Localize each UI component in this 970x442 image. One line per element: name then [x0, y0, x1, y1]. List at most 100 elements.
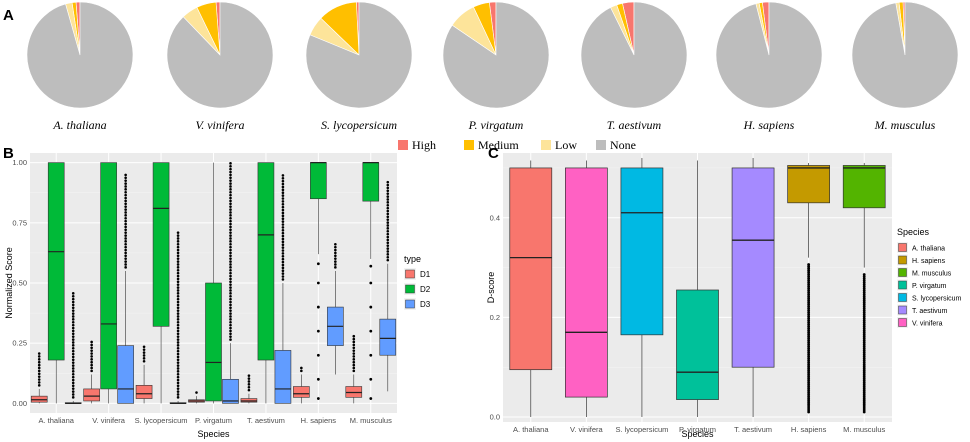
outlier-point-h-sapiens-d2	[316, 397, 320, 400]
outlier-point-m-musculus	[862, 313, 866, 316]
outlier-point-s-lycopersicum-d3	[176, 306, 180, 310]
outlier-point-v-vinifera-d3	[124, 234, 127, 237]
outlier-point-v-vinifera-d3	[124, 185, 127, 188]
outlier-point-m-musculus-d1	[352, 366, 356, 370]
outlier-point-h-sapiens-d3	[334, 245, 337, 249]
outlier-point-h-sapiens-d2	[316, 281, 320, 285]
y-axis-title: Normalized Score	[4, 247, 14, 319]
outlier-point-m-musculus	[862, 350, 866, 354]
outlier-point-a-thaliana-d1	[37, 355, 41, 358]
outlier-point-a-thaliana-d3	[71, 329, 75, 333]
outlier-point-h-sapiens-d3	[334, 260, 337, 263]
legend-key-h-sapiens	[898, 255, 907, 265]
outlier-point-m-musculus	[862, 303, 866, 306]
outlier-point-m-musculus-d3	[386, 247, 390, 250]
outlier-point-m-musculus-d3	[386, 206, 390, 210]
legend-label-s-lycopersicum: S. lycopersicum	[912, 296, 962, 303]
outlier-point-a-thaliana-d3	[71, 315, 75, 318]
outlier-point-t-aestivum-d3	[281, 234, 285, 238]
outlier-point-v-vinifera-d3	[124, 242, 127, 246]
outlier-point-t-aestivum-d3	[281, 220, 285, 223]
outlier-point-a-thaliana-d3	[71, 312, 75, 315]
outlier-point-h-sapiens	[807, 309, 811, 312]
outlier-point-m-musculus-d1	[352, 352, 356, 355]
outlier-point-v-vinifera-d3	[124, 260, 127, 263]
outlier-point-h-sapiens	[807, 394, 811, 398]
outlier-point-s-lycopersicum-d3	[176, 338, 180, 341]
pie-label-a-thaliana: A. thaliana	[52, 118, 106, 132]
outlier-point-s-lycopersicum-d3	[176, 254, 180, 258]
outlier-point-s-lycopersicum-d3	[176, 384, 180, 388]
box-s-lycopersicum	[620, 167, 664, 336]
outlier-point-t-aestivum-d3	[281, 217, 285, 221]
outlier-point-m-musculus-d3	[386, 201, 390, 204]
outlier-point-h-sapiens	[807, 305, 811, 308]
outlier-point-m-musculus	[862, 358, 866, 362]
outlier-point-h-sapiens-d3	[334, 248, 337, 252]
outlier-point-m-musculus	[862, 346, 866, 350]
outlier-point-h-sapiens	[807, 400, 811, 404]
outlier-point-m-musculus-d3	[386, 186, 390, 190]
outlier-point-s-lycopersicum-d3	[176, 370, 180, 373]
outlier-point-m-musculus	[862, 386, 866, 390]
outlier-point-m-musculus-d2	[369, 329, 373, 333]
outlier-point-s-lycopersicum-d3	[176, 289, 180, 292]
legend-key-m-musculus	[898, 268, 907, 277]
outlier-point-t-aestivum-d3	[281, 228, 285, 232]
x-axis-title: Species	[681, 429, 714, 439]
outlier-point-p-virgatum-d3	[229, 289, 232, 292]
outlier-point-v-vinifera-d3	[124, 225, 127, 229]
outlier-point-s-lycopersicum-d3	[176, 390, 180, 393]
outlier-point-h-sapiens	[807, 320, 811, 324]
legend-key-medium	[464, 140, 474, 150]
outlier-point-h-sapiens	[807, 336, 811, 340]
outlier-point-t-aestivum-d3	[281, 246, 285, 249]
outlier-point-a-thaliana-d1	[37, 363, 41, 367]
outlier-point-a-thaliana-d3	[71, 323, 75, 327]
outlier-point-m-musculus	[862, 366, 866, 370]
outlier-point-h-sapiens	[807, 374, 811, 378]
outlier-point-p-virgatum-d3	[229, 286, 232, 289]
outlier-point-v-vinifera-d1	[90, 355, 93, 358]
outlier-point-s-lycopersicum-d3	[176, 248, 180, 252]
outlier-point-v-vinifera-d3	[124, 257, 127, 260]
outlier-point-h-sapiens	[807, 332, 811, 336]
outlier-point-a-thaliana-d3	[71, 294, 75, 298]
outlier-point-m-musculus-d3	[386, 203, 390, 207]
outlier-point-s-lycopersicum-d3	[176, 352, 180, 356]
outlier-point-s-lycopersicum-d1	[142, 348, 146, 351]
outlier-point-s-lycopersicum-d3	[176, 237, 180, 240]
legend-key-d3	[405, 299, 415, 309]
outlier-point-s-lycopersicum-d3	[176, 358, 180, 362]
legend-label-a-thaliana: A. thaliana	[912, 246, 945, 253]
outlier-point-s-lycopersicum-d3	[176, 257, 180, 260]
outlier-point-p-virgatum-d3	[229, 222, 232, 226]
outlier-point-m-musculus	[862, 378, 866, 382]
outlier-point-h-sapiens	[807, 366, 811, 370]
outlier-point-p-virgatum-d3	[229, 179, 232, 182]
outlier-point-s-lycopersicum-d3	[176, 364, 180, 367]
outlier-point-s-lycopersicum-d3	[176, 312, 180, 315]
outlier-point-h-sapiens	[807, 299, 811, 302]
outlier-point-h-sapiens	[807, 354, 811, 358]
outlier-point-m-musculus-d3	[386, 253, 390, 256]
legend-title: Species	[897, 227, 930, 237]
outlier-point-m-musculus	[862, 396, 866, 400]
outlier-point-a-thaliana-d3	[71, 387, 75, 390]
outlier-point-a-thaliana-d1	[37, 378, 41, 381]
box-v-vinifera-d2	[100, 162, 117, 390]
outlier-point-s-lycopersicum-d3	[176, 251, 180, 255]
x-tick-label-t-aestivum: T. aestivum	[247, 416, 285, 425]
outlier-point-a-thaliana-d3	[71, 393, 75, 396]
outlier-point-p-virgatum-d3	[229, 271, 232, 275]
outlier-point-p-virgatum-d3	[229, 274, 232, 278]
outlier-point-s-lycopersicum-d3	[176, 286, 180, 289]
outlier-point-m-musculus	[862, 376, 866, 380]
outlier-point-h-sapiens-d1	[300, 366, 303, 370]
outlier-point-h-sapiens-d2	[316, 305, 320, 309]
outlier-point-p-virgatum-d3	[229, 320, 232, 324]
legend-key-d2	[405, 284, 415, 294]
box-a-thaliana-d1	[30, 395, 48, 403]
outlier-point-t-aestivum-d3	[281, 214, 285, 218]
outlier-point-m-musculus	[862, 410, 866, 414]
